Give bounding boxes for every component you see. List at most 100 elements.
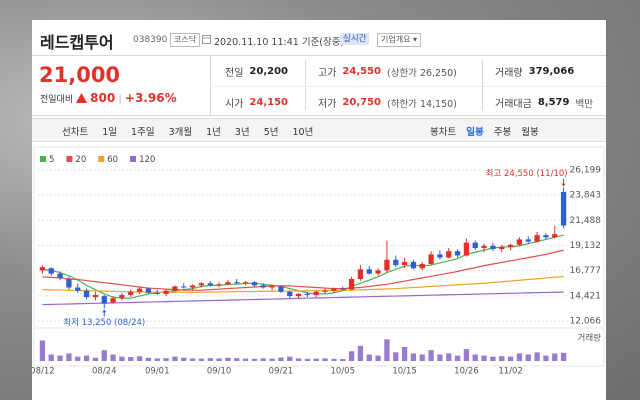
volume-bar (552, 353, 558, 361)
volume-bar (516, 353, 523, 361)
x-tick-label: 09/10 (207, 367, 232, 377)
candle-body (163, 290, 169, 294)
min-annotation: 최저 13,250 (08/24) (63, 317, 145, 328)
period-tab[interactable]: 월봉 (521, 127, 539, 138)
candle-body (454, 251, 461, 256)
divider (305, 60, 306, 110)
range-tab[interactable]: 3개월 (168, 127, 193, 138)
volume-bar (322, 358, 328, 361)
divider (32, 55, 606, 56)
y-tick-label: 19,132 (570, 241, 602, 251)
volume-bar (172, 356, 178, 361)
change-rate: +3.96% (124, 91, 177, 105)
volume-bar (66, 353, 72, 361)
candle-body (172, 286, 178, 291)
volume-bar (48, 354, 54, 361)
candle-body (552, 234, 558, 238)
stat: 고가 24,550 (상한가 26,250) (318, 64, 457, 79)
candle-body (384, 259, 390, 271)
period-tab[interactable]: 일봉 (466, 127, 484, 138)
candle-body (543, 235, 549, 238)
volume-bar (463, 349, 470, 361)
stat-label: 전일 (225, 68, 244, 79)
volume-bar (348, 351, 355, 361)
tab-bar: 선차트 1일 1주일 3개월 1년 3년 5년 10년 봉차트 일봉 주봉 월봉 (32, 118, 606, 142)
period-tab[interactable]: 봉차트 (430, 127, 457, 138)
stat: 저가 20,750 (하한가 14,150) (318, 95, 457, 110)
stat-label: 저가 (318, 99, 337, 110)
range-tab[interactable]: 10년 (292, 127, 314, 138)
volume-bar (525, 354, 531, 361)
datetime-row: 2020.11.10 11:41 기준(장중) (214, 34, 344, 48)
range-tab[interactable]: 1년 (206, 127, 221, 138)
volume-bar (92, 357, 99, 361)
candle-body (234, 282, 240, 284)
stat-value: 8,579 (537, 97, 570, 108)
candle-body (340, 288, 346, 290)
candle-body (499, 246, 505, 250)
candle-body (92, 294, 99, 298)
separator: | (118, 91, 122, 105)
candle-body (242, 282, 249, 284)
candle-body (375, 270, 381, 274)
legend-swatch (40, 156, 46, 162)
ma-line (42, 291, 564, 306)
y-tick-label: 21,488 (570, 216, 602, 226)
volume-bar (269, 358, 275, 361)
volume-bar (136, 356, 143, 361)
volume-bar (331, 358, 337, 361)
volume-bar (110, 354, 116, 361)
volume-bar (154, 358, 160, 361)
change-label: 전일대비 (40, 94, 74, 105)
stat-value: 379,066 (528, 66, 575, 77)
x-tick-label: 09/21 (269, 367, 294, 377)
candle-body (101, 296, 107, 304)
range-tab[interactable]: 선차트 (62, 127, 89, 138)
volume-bar (357, 345, 364, 361)
candle-body (39, 267, 46, 271)
candle-body (322, 290, 328, 292)
range-tab[interactable]: 3년 (234, 127, 250, 138)
candle-body (366, 269, 372, 274)
volume-bar (410, 353, 417, 361)
volume-bar (304, 358, 311, 361)
ma-line (42, 249, 564, 291)
candle-body (181, 286, 187, 288)
volume-bar (287, 356, 293, 361)
candle-body (313, 291, 319, 295)
period-tab[interactable]: 주봉 (493, 127, 512, 138)
profile-button[interactable]: 기업개요 ▾ (377, 33, 422, 47)
volume-bar (251, 358, 258, 361)
volume-bar (128, 357, 134, 361)
ma-line (42, 234, 564, 299)
volume-bar (560, 352, 567, 361)
stat: 전일 20,200 (225, 64, 288, 79)
volume-bar (295, 358, 302, 361)
volume-bar (278, 357, 284, 361)
max-annotation: 최고 24,550 (11/10) (486, 168, 568, 179)
y-tick-label: 12,066 (570, 317, 602, 327)
price: 21,000 (39, 63, 121, 87)
range-tab[interactable]: 5년 (263, 127, 279, 138)
candle-body (419, 264, 425, 269)
range-tab[interactable]: 1일 (102, 127, 118, 138)
y-tick-label: 14,421 (570, 291, 602, 301)
stat: 거래량 379,066 (495, 64, 574, 79)
candle-body (437, 254, 443, 258)
divider (482, 60, 483, 110)
volume-bar (313, 358, 319, 361)
divider (210, 55, 211, 115)
candle-body (472, 242, 478, 248)
candle-body (66, 278, 72, 288)
candle-body (507, 244, 514, 247)
candle-body (207, 283, 213, 286)
realtime-button[interactable]: 실시간 (340, 33, 370, 45)
candle-body (128, 291, 134, 295)
range-tab[interactable]: 1주일 (131, 127, 155, 138)
change-row: 전일대비 800 | +3.96% (40, 91, 177, 105)
candle-body (225, 282, 231, 285)
stock-code: 038390 (133, 35, 168, 45)
divider (32, 115, 606, 116)
volume-bar (340, 359, 346, 361)
x-tick-label: 10/15 (392, 367, 417, 377)
